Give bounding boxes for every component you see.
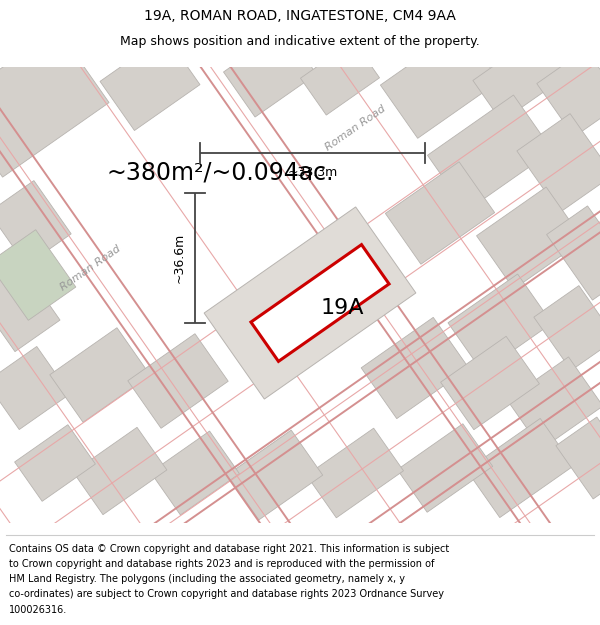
Text: co-ordinates) are subject to Crown copyright and database rights 2023 Ordnance S: co-ordinates) are subject to Crown copyr…: [9, 589, 444, 599]
Text: HM Land Registry. The polygons (including the associated geometry, namely x, y: HM Land Registry. The polygons (includin…: [9, 574, 405, 584]
Polygon shape: [100, 36, 200, 131]
Polygon shape: [14, 425, 95, 501]
Polygon shape: [380, 28, 500, 138]
Polygon shape: [151, 431, 239, 515]
Polygon shape: [517, 114, 600, 212]
Polygon shape: [0, 346, 70, 429]
Polygon shape: [0, 181, 71, 266]
Text: 100026316.: 100026316.: [9, 604, 67, 614]
Polygon shape: [204, 207, 416, 399]
Polygon shape: [307, 428, 403, 518]
Text: 19A, ROMAN ROAD, INGATESTONE, CM4 9AA: 19A, ROMAN ROAD, INGATESTONE, CM4 9AA: [144, 9, 456, 23]
Polygon shape: [227, 430, 323, 520]
Polygon shape: [534, 286, 600, 371]
Polygon shape: [448, 274, 552, 372]
Polygon shape: [361, 318, 469, 419]
Text: Contains OS data © Crown copyright and database right 2021. This information is : Contains OS data © Crown copyright and d…: [9, 544, 449, 554]
Polygon shape: [0, 230, 76, 320]
Polygon shape: [427, 95, 553, 211]
Polygon shape: [50, 328, 150, 422]
Polygon shape: [467, 418, 574, 518]
Text: to Crown copyright and database rights 2023 and is reproduced with the permissio: to Crown copyright and database rights 2…: [9, 559, 434, 569]
Polygon shape: [476, 187, 583, 289]
Polygon shape: [385, 162, 494, 264]
Text: 19A: 19A: [320, 298, 364, 318]
Polygon shape: [507, 357, 600, 449]
Polygon shape: [73, 428, 167, 514]
Polygon shape: [0, 264, 60, 352]
Text: ~36.6m: ~36.6m: [173, 233, 185, 283]
Polygon shape: [440, 336, 539, 430]
Text: Map shows position and indicative extent of the property.: Map shows position and indicative extent…: [120, 35, 480, 48]
Polygon shape: [397, 424, 493, 512]
Text: ~380m²/~0.094ac.: ~380m²/~0.094ac.: [106, 161, 334, 185]
Polygon shape: [556, 417, 600, 499]
Polygon shape: [251, 244, 389, 361]
Text: Roman Road: Roman Road: [58, 244, 122, 292]
Text: ~33.3m: ~33.3m: [287, 166, 338, 179]
Polygon shape: [301, 41, 380, 115]
Polygon shape: [547, 206, 600, 300]
Polygon shape: [224, 29, 316, 117]
Polygon shape: [537, 49, 600, 137]
Text: Roman Road: Roman Road: [323, 104, 387, 152]
Polygon shape: [0, 29, 109, 177]
Polygon shape: [128, 334, 228, 428]
Polygon shape: [473, 34, 567, 121]
